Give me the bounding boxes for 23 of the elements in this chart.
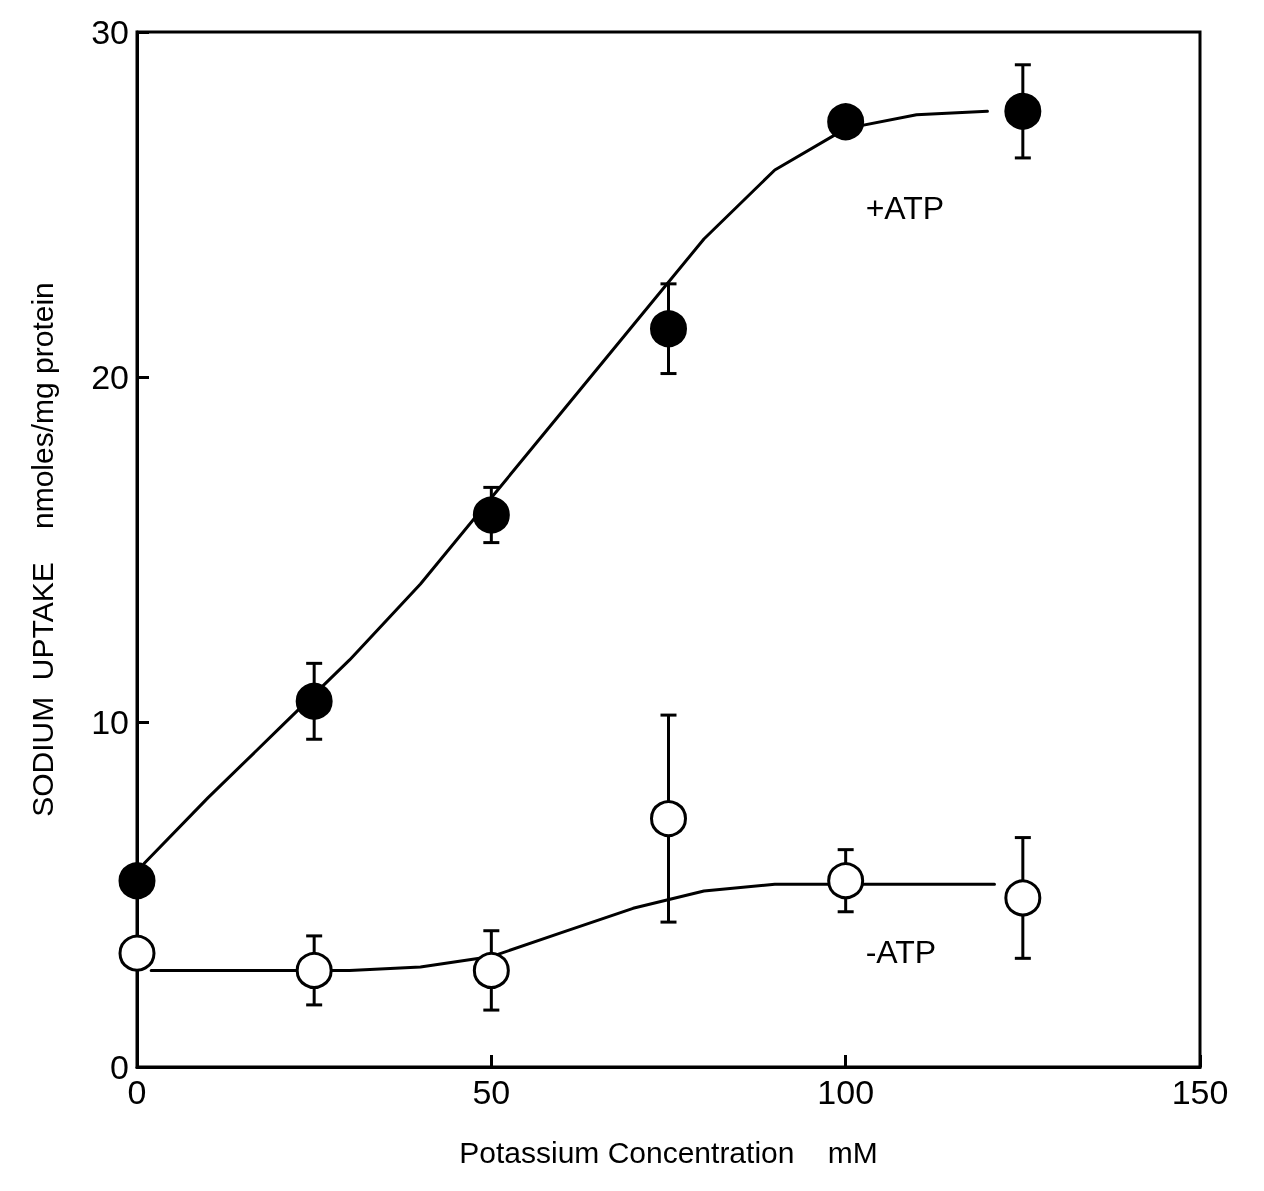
y-tick-label: 30 bbox=[91, 13, 129, 51]
x-tick-label: 150 bbox=[1171, 1073, 1229, 1111]
point bbox=[650, 310, 687, 348]
x-axis-title: Potassium Concentration mM bbox=[459, 1135, 878, 1169]
point bbox=[827, 103, 865, 141]
x-tick-label: 100 bbox=[817, 1073, 875, 1111]
point bbox=[1004, 92, 1042, 130]
point bbox=[118, 862, 156, 900]
series-label: +ATP bbox=[865, 189, 945, 226]
series-label: -ATP bbox=[865, 933, 937, 970]
y-tick-label: 20 bbox=[91, 358, 129, 396]
point bbox=[295, 682, 333, 720]
y-tick-label: 0 bbox=[110, 1048, 129, 1086]
y-axis-title: SODIUM UPTAKE nmoles/mg protein bbox=[25, 282, 59, 817]
y-tick-label: 10 bbox=[91, 703, 129, 741]
point bbox=[472, 951, 510, 989]
point bbox=[118, 934, 156, 972]
point bbox=[1004, 879, 1042, 917]
point bbox=[650, 800, 687, 838]
point bbox=[827, 862, 865, 900]
x-tick-label: 50 bbox=[472, 1073, 511, 1111]
point bbox=[472, 496, 510, 534]
point bbox=[295, 951, 333, 989]
